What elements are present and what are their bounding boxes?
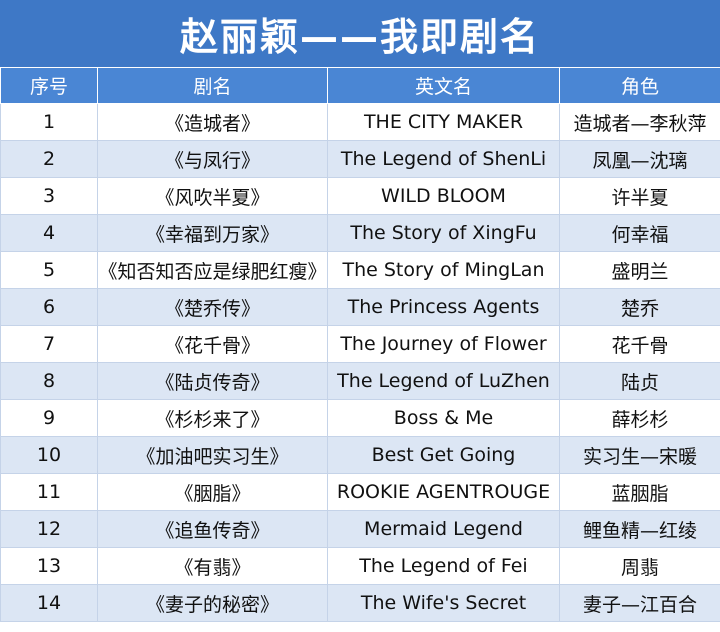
cell-number: 11 (0, 473, 98, 511)
cell-english-title: The Princess Agents (327, 288, 560, 326)
cell-english-title: The Story of MingLan (327, 251, 560, 289)
table-row: 13 《有翡》 The Legend of Fei 周翡 (0, 547, 720, 585)
cell-drama-title: 《妻子的秘密》 (97, 584, 328, 622)
cell-role: 花千骨 (559, 325, 720, 363)
table-body: 1 《造城者》 THE CITY MAKER 造城者—李秋萍 2 《与凤行》 T… (0, 103, 720, 622)
table-row: 1 《造城者》 THE CITY MAKER 造城者—李秋萍 (0, 103, 720, 141)
cell-drama-title: 《胭脂》 (97, 473, 328, 511)
table-row: 9 《杉杉来了》 Boss & Me 薛杉杉 (0, 399, 720, 437)
cell-drama-title: 《楚乔传》 (97, 288, 328, 326)
cell-english-title: Boss & Me (327, 399, 560, 437)
cell-number: 1 (0, 103, 98, 141)
cell-role: 蓝胭脂 (559, 473, 720, 511)
page-title: 赵丽颖——我即剧名 (0, 0, 720, 67)
table-row: 2 《与凤行》 The Legend of ShenLi 凤凰—沈璃 (0, 140, 720, 178)
header-row: 序号 剧名 英文名 角色 (0, 67, 720, 104)
cell-english-title: The Legend of Fei (327, 547, 560, 585)
cell-english-title: Mermaid Legend (327, 510, 560, 548)
cell-drama-title: 《与凤行》 (97, 140, 328, 178)
cell-english-title: The Story of XingFu (327, 214, 560, 252)
table-header: 序号 剧名 英文名 角色 (0, 67, 720, 104)
column-header-role: 角色 (559, 67, 720, 104)
cell-number: 5 (0, 251, 98, 289)
cell-role: 造城者—李秋萍 (559, 103, 720, 141)
cell-english-title: ROOKIE AGENTROUGE (327, 473, 560, 511)
cell-number: 14 (0, 584, 98, 622)
cell-number: 8 (0, 362, 98, 400)
cell-role: 薛杉杉 (559, 399, 720, 437)
cell-drama-title: 《追鱼传奇》 (97, 510, 328, 548)
cell-role: 鲤鱼精—红绫 (559, 510, 720, 548)
cell-english-title: Best Get Going (327, 436, 560, 474)
cell-drama-title: 《造城者》 (97, 103, 328, 141)
cell-number: 12 (0, 510, 98, 548)
cell-drama-title: 《花千骨》 (97, 325, 328, 363)
cell-role: 实习生—宋暖 (559, 436, 720, 474)
cell-role: 凤凰—沈璃 (559, 140, 720, 178)
cell-role: 陆贞 (559, 362, 720, 400)
cell-number: 4 (0, 214, 98, 252)
cell-drama-title: 《幸福到万家》 (97, 214, 328, 252)
cell-drama-title: 《加油吧实习生》 (97, 436, 328, 474)
cell-number: 13 (0, 547, 98, 585)
table-row: 3 《风吹半夏》 WILD BLOOM 许半夏 (0, 177, 720, 215)
cell-number: 3 (0, 177, 98, 215)
table-row: 4 《幸福到万家》 The Story of XingFu 何幸福 (0, 214, 720, 252)
cell-number: 2 (0, 140, 98, 178)
cell-number: 9 (0, 399, 98, 437)
column-header-english-title: 英文名 (327, 67, 560, 104)
cell-drama-title: 《风吹半夏》 (97, 177, 328, 215)
cell-drama-title: 《杉杉来了》 (97, 399, 328, 437)
cell-role: 妻子—江百合 (559, 584, 720, 622)
cell-drama-title: 《有翡》 (97, 547, 328, 585)
table-row: 10 《加油吧实习生》 Best Get Going 实习生—宋暖 (0, 436, 720, 474)
cell-role: 周翡 (559, 547, 720, 585)
table-row: 6 《楚乔传》 The Princess Agents 楚乔 (0, 288, 720, 326)
cell-english-title: The Journey of Flower (327, 325, 560, 363)
table-row: 12 《追鱼传奇》 Mermaid Legend 鲤鱼精—红绫 (0, 510, 720, 548)
cell-role: 何幸福 (559, 214, 720, 252)
cell-role: 许半夏 (559, 177, 720, 215)
table-row: 5 《知否知否应是绿肥红瘦》 The Story of MingLan 盛明兰 (0, 251, 720, 289)
cell-english-title: WILD BLOOM (327, 177, 560, 215)
drama-table: 序号 剧名 英文名 角色 1 《造城者》 THE CITY MAKER 造城者—… (0, 67, 720, 622)
table-row: 11 《胭脂》 ROOKIE AGENTROUGE 蓝胭脂 (0, 473, 720, 511)
column-header-drama-title: 剧名 (97, 67, 328, 104)
table-row: 7 《花千骨》 The Journey of Flower 花千骨 (0, 325, 720, 363)
cell-role: 楚乔 (559, 288, 720, 326)
cell-english-title: The Wife's Secret (327, 584, 560, 622)
table-row: 14 《妻子的秘密》 The Wife's Secret 妻子—江百合 (0, 584, 720, 622)
cell-english-title: The Legend of LuZhen (327, 362, 560, 400)
cell-english-title: The Legend of ShenLi (327, 140, 560, 178)
cell-number: 6 (0, 288, 98, 326)
cell-number: 10 (0, 436, 98, 474)
cell-role: 盛明兰 (559, 251, 720, 289)
cell-drama-title: 《知否知否应是绿肥红瘦》 (97, 251, 328, 289)
table-row: 8 《陆贞传奇》 The Legend of LuZhen 陆贞 (0, 362, 720, 400)
column-header-number: 序号 (0, 67, 98, 104)
cell-number: 7 (0, 325, 98, 363)
cell-drama-title: 《陆贞传奇》 (97, 362, 328, 400)
cell-english-title: THE CITY MAKER (327, 103, 560, 141)
